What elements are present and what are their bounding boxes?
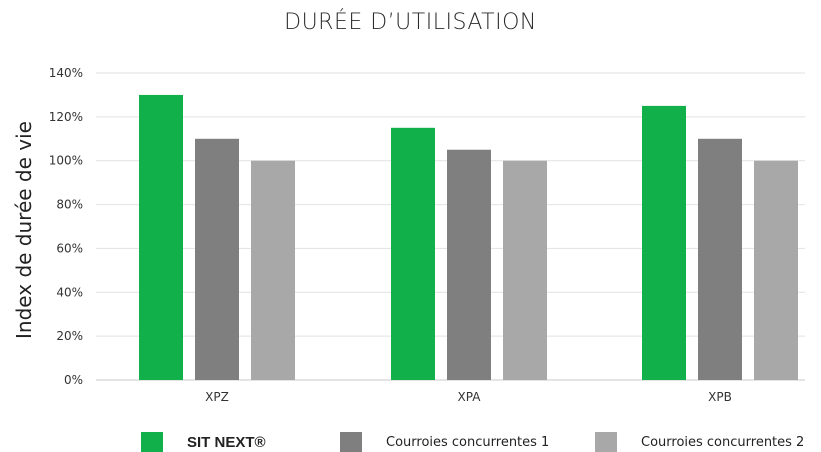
y-tick-labels: 0% 20% 40% 60% 80% 100% 120% 140% <box>49 66 83 387</box>
bar-chart: 0% 20% 40% 60% 80% 100% 120% 140% XPZ XPA XPB <box>49 66 805 404</box>
bar-xpb-series-2 <box>698 138 742 380</box>
legend-label-courroies-1: Courroies concurrentes 1 <box>386 434 550 450</box>
bar-xpz-series-3 <box>251 160 295 380</box>
legend-swatch-sit-next <box>141 432 163 452</box>
bar-xpb-series-3 <box>754 160 798 380</box>
y-tick-label: 0% <box>64 373 83 387</box>
y-tick-label: 40% <box>56 285 83 299</box>
y-tick-label: 100% <box>49 154 83 168</box>
legend-item-sit-next: SIT NEXT® <box>141 432 266 452</box>
bar-xpa-series-2 <box>447 149 491 380</box>
legend: SIT NEXT® Courroies concurrentes 1 Courr… <box>0 432 821 452</box>
bar-xpb-series-1 <box>642 105 686 381</box>
y-tick-label: 20% <box>56 329 83 343</box>
x-tick-label-xpz: XPZ <box>205 390 229 404</box>
y-tick-label: 140% <box>49 66 83 80</box>
legend-swatch-courroies-2 <box>595 432 617 452</box>
legend-item-courroies-1: Courroies concurrentes 1 <box>340 432 549 452</box>
x-tick-labels: XPZ XPA XPB <box>205 390 732 404</box>
chart-title: DURÉE D’UTILISATION <box>284 10 537 35</box>
bar-xpz-series-2 <box>195 138 239 380</box>
x-tick-label-xpb: XPB <box>708 390 732 404</box>
bar-xpz-series-1 <box>139 94 183 380</box>
bar-xpa-series-1 <box>391 127 435 380</box>
y-tick-label: 60% <box>56 241 83 255</box>
legend-label-sit-next: SIT NEXT® <box>187 433 266 451</box>
y-tick-label: 80% <box>56 198 83 212</box>
legend-item-courroies-2: Courroies concurrentes 2 <box>595 432 804 452</box>
legend-label-courroies-2: Courroies concurrentes 2 <box>641 434 805 450</box>
x-tick-label-xpa: XPA <box>458 390 482 404</box>
bar-xpa-series-3 <box>503 160 547 380</box>
bars <box>139 94 798 381</box>
y-tick-label: 120% <box>49 110 83 124</box>
legend-swatch-courroies-1 <box>340 432 362 452</box>
